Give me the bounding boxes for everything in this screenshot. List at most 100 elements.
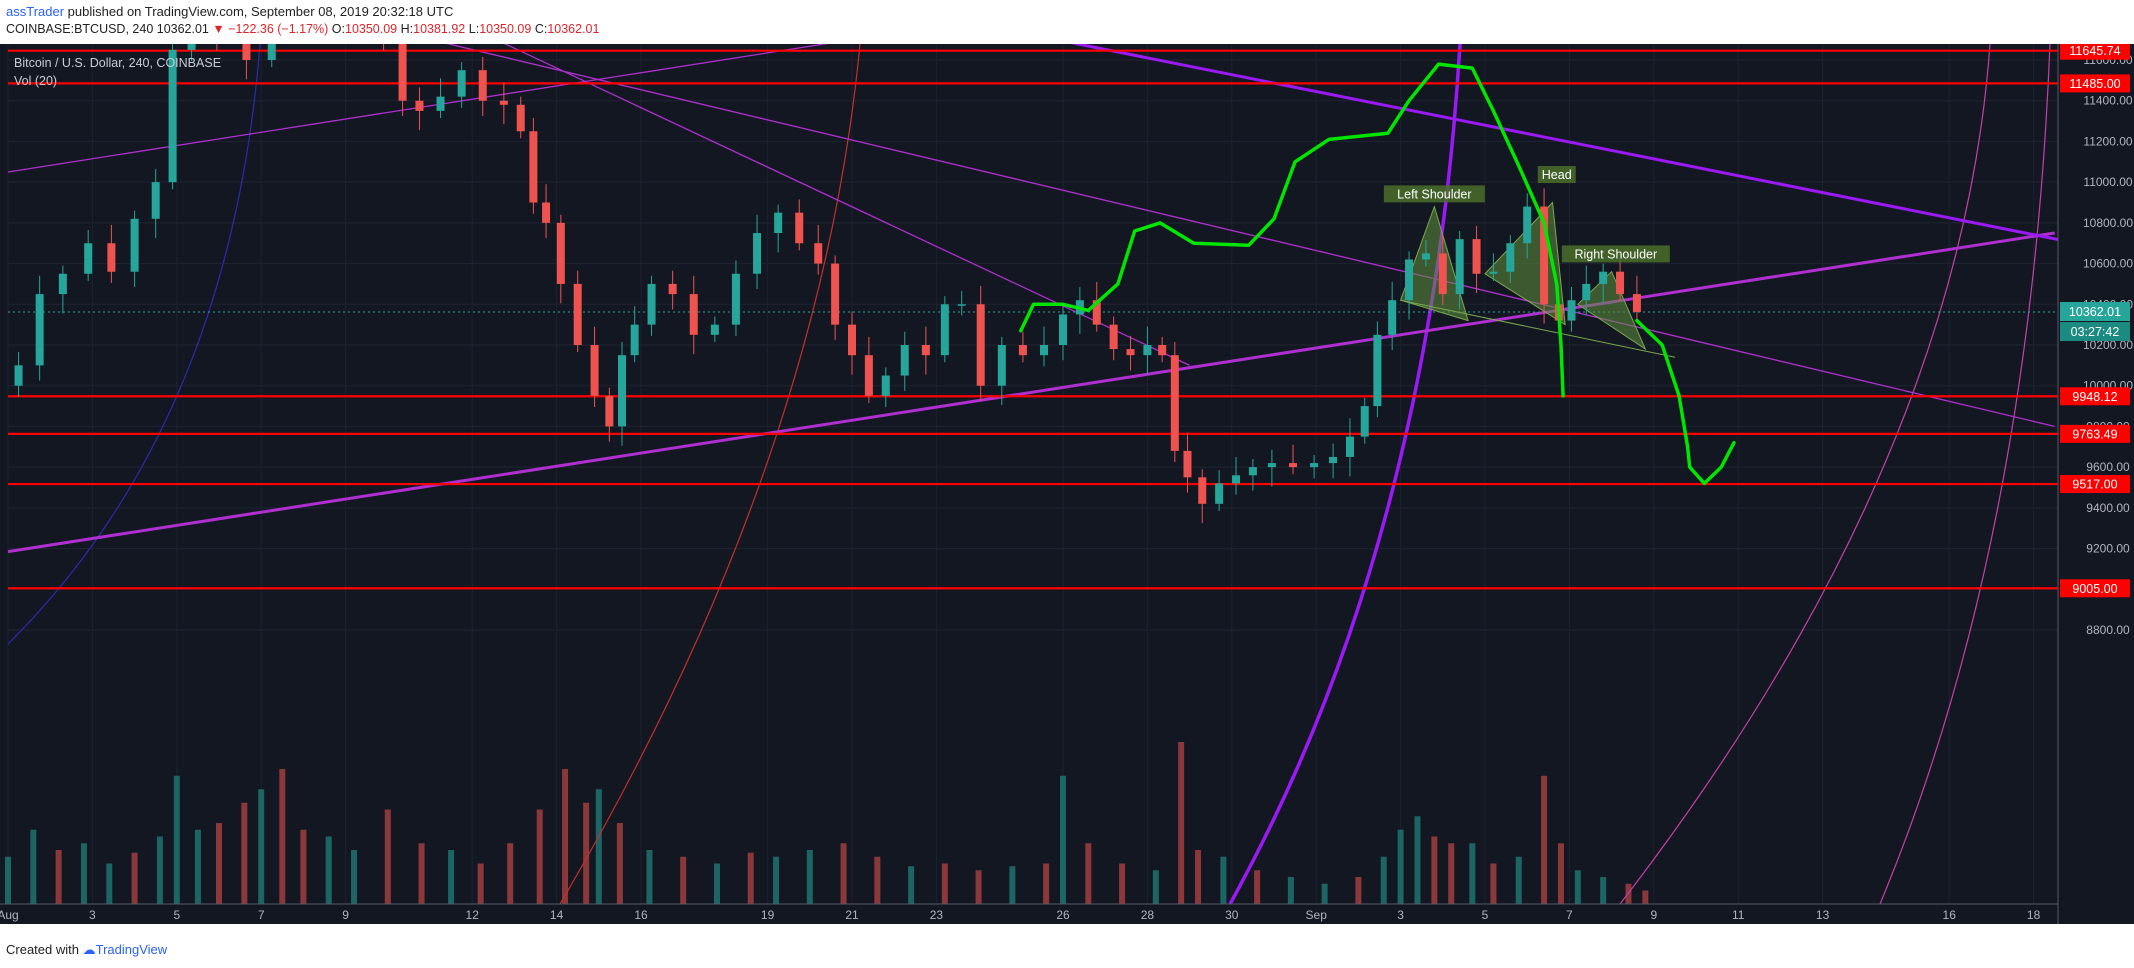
right-shoulder-triangle[interactable] (1577, 270, 1647, 351)
candle-body (1267, 463, 1276, 468)
legend-title: Bitcoin / U.S. Dollar, 240, COINBASE (14, 56, 222, 70)
level-axis-label: 9005.00 (2072, 582, 2117, 596)
candle-body (478, 70, 487, 101)
trend-lines[interactable] (7, 44, 2098, 554)
level-axis-label: 11485.00 (2069, 77, 2120, 91)
projection-path[interactable] (1019, 62, 1565, 398)
volume-bar (1431, 836, 1438, 904)
volume-bar (1085, 843, 1092, 904)
current-price-label: 10362.01 (2069, 305, 2121, 319)
last-price: 10362.01 (156, 22, 209, 36)
candle-body (267, 44, 276, 60)
fib-arc (1619, 44, 1991, 905)
price-tick-label: 9200.00 (2086, 542, 2130, 556)
volume-bar (1321, 883, 1328, 904)
candle-body (1582, 283, 1591, 301)
price-tick-label: 8800.00 (2086, 623, 2130, 637)
left-shoulder-triangle[interactable] (1399, 204, 1469, 322)
level-axis-tag (2060, 74, 2130, 93)
projection-sketch[interactable] (1019, 62, 1736, 486)
candle-body (242, 44, 251, 60)
neckline[interactable] (1400, 299, 1676, 358)
volume-bar (595, 789, 602, 904)
price-tick-label: 10200.00 (2083, 338, 2133, 352)
price-tick-label: 9400.00 (2086, 501, 2130, 515)
candle-body (1215, 483, 1224, 504)
fib-arc (1879, 44, 2051, 905)
volume-bar (1515, 856, 1522, 904)
chart-legend: Bitcoin / U.S. Dollar, 240, COINBASE Vol… (14, 54, 221, 90)
time-tick-label: 13 (1816, 908, 1830, 922)
volume-bar (351, 850, 358, 904)
candle-body (710, 324, 719, 335)
countdown-tag (2060, 322, 2130, 342)
candle-body (940, 304, 949, 356)
chart-svg[interactable]: 11645.74 11485.00 9948.12 9763.49 9517.00 900… (0, 44, 2134, 924)
ohlc-line: COINBASE:BTCUSD, 240 10362.01 ▼ −122.36 … (6, 22, 599, 36)
fib-arc (7, 44, 261, 645)
candle-body (795, 212, 804, 244)
price-axis[interactable]: 8800.009000.009200.009400.009600.009800.… (2057, 44, 2134, 924)
time-tick-label: 30 (1225, 908, 1239, 922)
level-axis-tag (2060, 424, 2130, 443)
candle-body (1310, 463, 1319, 468)
trend-line[interactable] (388, 44, 1190, 366)
candle-body (976, 304, 985, 386)
level-axis-tag (2060, 475, 2130, 494)
trend-line[interactable] (7, 231, 2055, 554)
tradingview-brand[interactable]: TradingView (95, 942, 168, 957)
fib-arc (1228, 44, 1462, 905)
level-axis-tag (2060, 387, 2130, 406)
volume-bar (1574, 870, 1581, 904)
candle-body (689, 294, 698, 335)
close-value: 10362.01 (547, 22, 600, 36)
time-tick-label: 18 (2027, 908, 2041, 922)
volume-bar (1195, 850, 1202, 904)
volume-bar (300, 829, 307, 904)
price-tick-label: 11000.00 (2083, 175, 2132, 189)
volume-bar (1060, 775, 1066, 904)
legend-volume: Vol (20) (14, 74, 58, 88)
candle-body (668, 283, 677, 295)
volume-bar (507, 843, 514, 904)
level-axis-label: 9517.00 (2072, 478, 2117, 492)
volume-bar (1380, 856, 1387, 904)
support-resistance-levels[interactable]: 11645.74 11485.00 9948.12 9763.49 9517.00 900… (8, 44, 2130, 598)
volume-bar (646, 850, 653, 904)
volume-bar (384, 809, 391, 904)
candle-body (499, 100, 508, 105)
volume-bar (418, 843, 425, 904)
time-tick-label: 14 (550, 908, 564, 922)
volume-bar (874, 856, 881, 904)
volume-bar (1397, 829, 1404, 904)
time-tick-label: 3 (89, 908, 96, 922)
close-label: C: (534, 22, 548, 36)
volume-bar (562, 769, 569, 904)
symbol-line: COINBASE:BTCUSD, 240 (6, 22, 154, 36)
time-axis[interactable]: Aug 3 5 7 9 12 14 16 19 21 23 26 28 30 Sep 3 5 7 9 11 13 16 18 (0, 903, 2058, 922)
trend-line[interactable] (7, 44, 852, 173)
trend-line[interactable] (852, 44, 2098, 249)
grid (7, 44, 2058, 904)
volume-bar (55, 850, 62, 904)
annotation-box[interactable] (1537, 166, 1576, 184)
author-link[interactable]: assTrader (6, 4, 65, 19)
volume-bar (258, 789, 265, 904)
annotation-label[interactable]: Left Shoulder (1397, 187, 1471, 201)
candle-body (1143, 345, 1152, 356)
annotation-box[interactable] (1561, 245, 1670, 263)
time-tick-label: 16 (1943, 908, 1957, 922)
volume-bar (216, 823, 222, 904)
trend-line[interactable] (388, 44, 2055, 428)
volume-bar (1178, 742, 1185, 904)
chart-area[interactable]: 11645.74 11485.00 9948.12 9763.49 9517.00 900… (0, 44, 2134, 924)
annotation-label[interactable]: Head (1542, 168, 1572, 182)
time-tick-label: Aug (0, 908, 19, 922)
pattern-annotations[interactable]: Left Shoulder Head Right Shoulder (1383, 166, 1670, 263)
projection-path-down[interactable] (1635, 318, 1736, 486)
candle-body (1040, 345, 1049, 356)
candle-body (1183, 450, 1192, 478)
annotation-box[interactable] (1383, 185, 1485, 203)
time-tick-label: 28 (1141, 908, 1155, 922)
annotation-label[interactable]: Right Shoulder (1574, 247, 1657, 261)
